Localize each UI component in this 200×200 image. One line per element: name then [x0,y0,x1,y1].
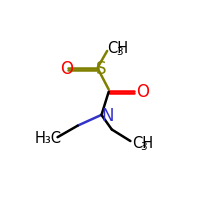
Text: 3: 3 [141,142,147,152]
Text: 3: 3 [116,47,122,57]
Text: O: O [136,83,149,101]
Text: H₃C: H₃C [34,131,61,146]
Text: O: O [60,60,73,78]
Text: CH: CH [107,41,128,56]
Text: N: N [102,107,114,125]
Text: CH: CH [132,136,153,151]
Text: S: S [96,60,106,78]
